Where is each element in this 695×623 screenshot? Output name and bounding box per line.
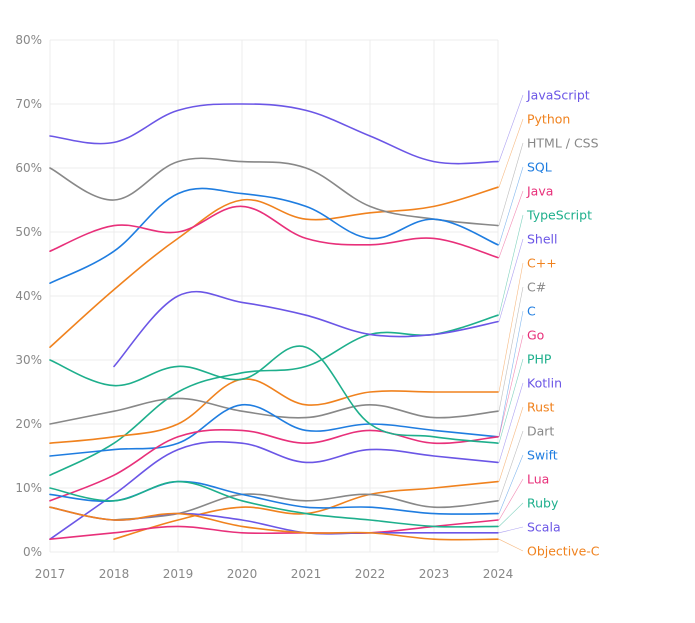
legend-label-html-css: HTML / CSS xyxy=(527,136,599,151)
legend-label-javascript: JavaScript xyxy=(526,88,590,103)
legend-connector-c xyxy=(498,310,524,437)
legend-connector-dart xyxy=(498,430,524,501)
legend-label-ruby: Ruby xyxy=(527,496,559,511)
legend-label-shell: Shell xyxy=(527,232,558,247)
legend-connector-ruby xyxy=(498,502,524,527)
y-tick-label: 0% xyxy=(23,545,42,559)
series-line-ruby xyxy=(49,480,499,528)
x-tick-label: 2019 xyxy=(163,567,194,581)
legend-label-kotlin: Kotlin xyxy=(527,376,562,391)
series-layer xyxy=(49,103,499,541)
series-line-javascript xyxy=(49,103,499,165)
legend-label-cpp: C++ xyxy=(527,256,557,271)
legend-label-c: C xyxy=(527,304,536,319)
x-tick-label: 2024 xyxy=(483,567,514,581)
legend-connector-swift xyxy=(498,454,524,514)
legend-connector-objective-c xyxy=(498,538,524,552)
legend-connector-typescript xyxy=(498,214,524,316)
series-line-swift xyxy=(49,480,499,515)
legend-label-rust: Rust xyxy=(527,400,555,415)
y-tick-label: 80% xyxy=(15,33,42,47)
x-tick-label: 2017 xyxy=(35,567,66,581)
axis-layer: 0% 10% 20% 30% 40% 50% 60% 70% 80% 2017 2018 2019 20… xyxy=(15,33,513,581)
series-line-objective-c xyxy=(49,506,499,541)
legend-connector-go xyxy=(498,334,524,437)
series-line-python xyxy=(49,186,499,348)
legend-label-lua: Lua xyxy=(527,472,549,487)
x-tick-label: 2020 xyxy=(227,567,258,581)
legend-label-swift: Swift xyxy=(527,448,558,463)
legend-connector-cpp xyxy=(498,262,524,393)
series-line-lua xyxy=(49,519,499,540)
series-line-sql xyxy=(49,187,499,284)
legend-connector-python xyxy=(498,118,524,188)
legend-label-csharp: C# xyxy=(527,280,546,295)
legend-label-java: Java xyxy=(526,184,553,199)
legend-label-sql: SQL xyxy=(527,160,552,175)
x-tick-label: 2023 xyxy=(419,567,450,581)
legend-label-php: PHP xyxy=(527,352,552,367)
series-line-typescript xyxy=(49,314,499,476)
legend-label-objective-c: Objective-C xyxy=(527,544,600,559)
legend-connector-scala xyxy=(498,526,524,534)
legend-connector-java xyxy=(498,190,524,258)
legend-connector-html-css xyxy=(498,142,524,226)
legend-connector-lua xyxy=(498,478,524,521)
y-tick-label: 50% xyxy=(15,225,42,239)
y-tick-label: 10% xyxy=(15,481,42,495)
legend-label-dart: Dart xyxy=(527,424,554,439)
y-tick-label: 20% xyxy=(15,417,42,431)
series-line-go xyxy=(49,428,499,502)
series-line-html-css xyxy=(49,157,499,227)
series-line-php xyxy=(49,345,499,444)
legend-label-go: Go xyxy=(527,328,544,343)
y-tick-label: 40% xyxy=(15,289,42,303)
x-tick-label: 2022 xyxy=(355,567,386,581)
legend-connector-rust xyxy=(498,406,524,482)
series-line-cpp xyxy=(49,378,499,444)
y-tick-label: 30% xyxy=(15,353,42,367)
series-line-kotlin xyxy=(49,440,499,540)
grid-layer xyxy=(49,39,499,553)
legend: JavaScript Python HTML / CSS SQL Java TypeScr… xyxy=(498,88,600,559)
legend-connector-shell xyxy=(498,238,524,322)
y-tick-label: 70% xyxy=(15,97,42,111)
legend-connector-javascript xyxy=(498,94,524,162)
x-tick-label: 2018 xyxy=(99,567,130,581)
legend-label-scala: Scala xyxy=(527,520,561,535)
series-line-c xyxy=(49,403,499,457)
y-tick-label: 60% xyxy=(15,161,42,175)
legend-connector-csharp xyxy=(498,286,524,412)
series-line-shell xyxy=(113,290,499,368)
legend-connector-kotlin xyxy=(498,382,524,463)
legend-connector-php xyxy=(498,358,524,444)
x-tick-label: 2021 xyxy=(291,567,322,581)
legend-label-typescript: TypeScript xyxy=(526,208,592,223)
legend-label-python: Python xyxy=(527,112,570,127)
series-line-csharp xyxy=(49,397,499,425)
legend-connector-sql xyxy=(498,166,524,245)
series-line-java xyxy=(49,205,499,259)
